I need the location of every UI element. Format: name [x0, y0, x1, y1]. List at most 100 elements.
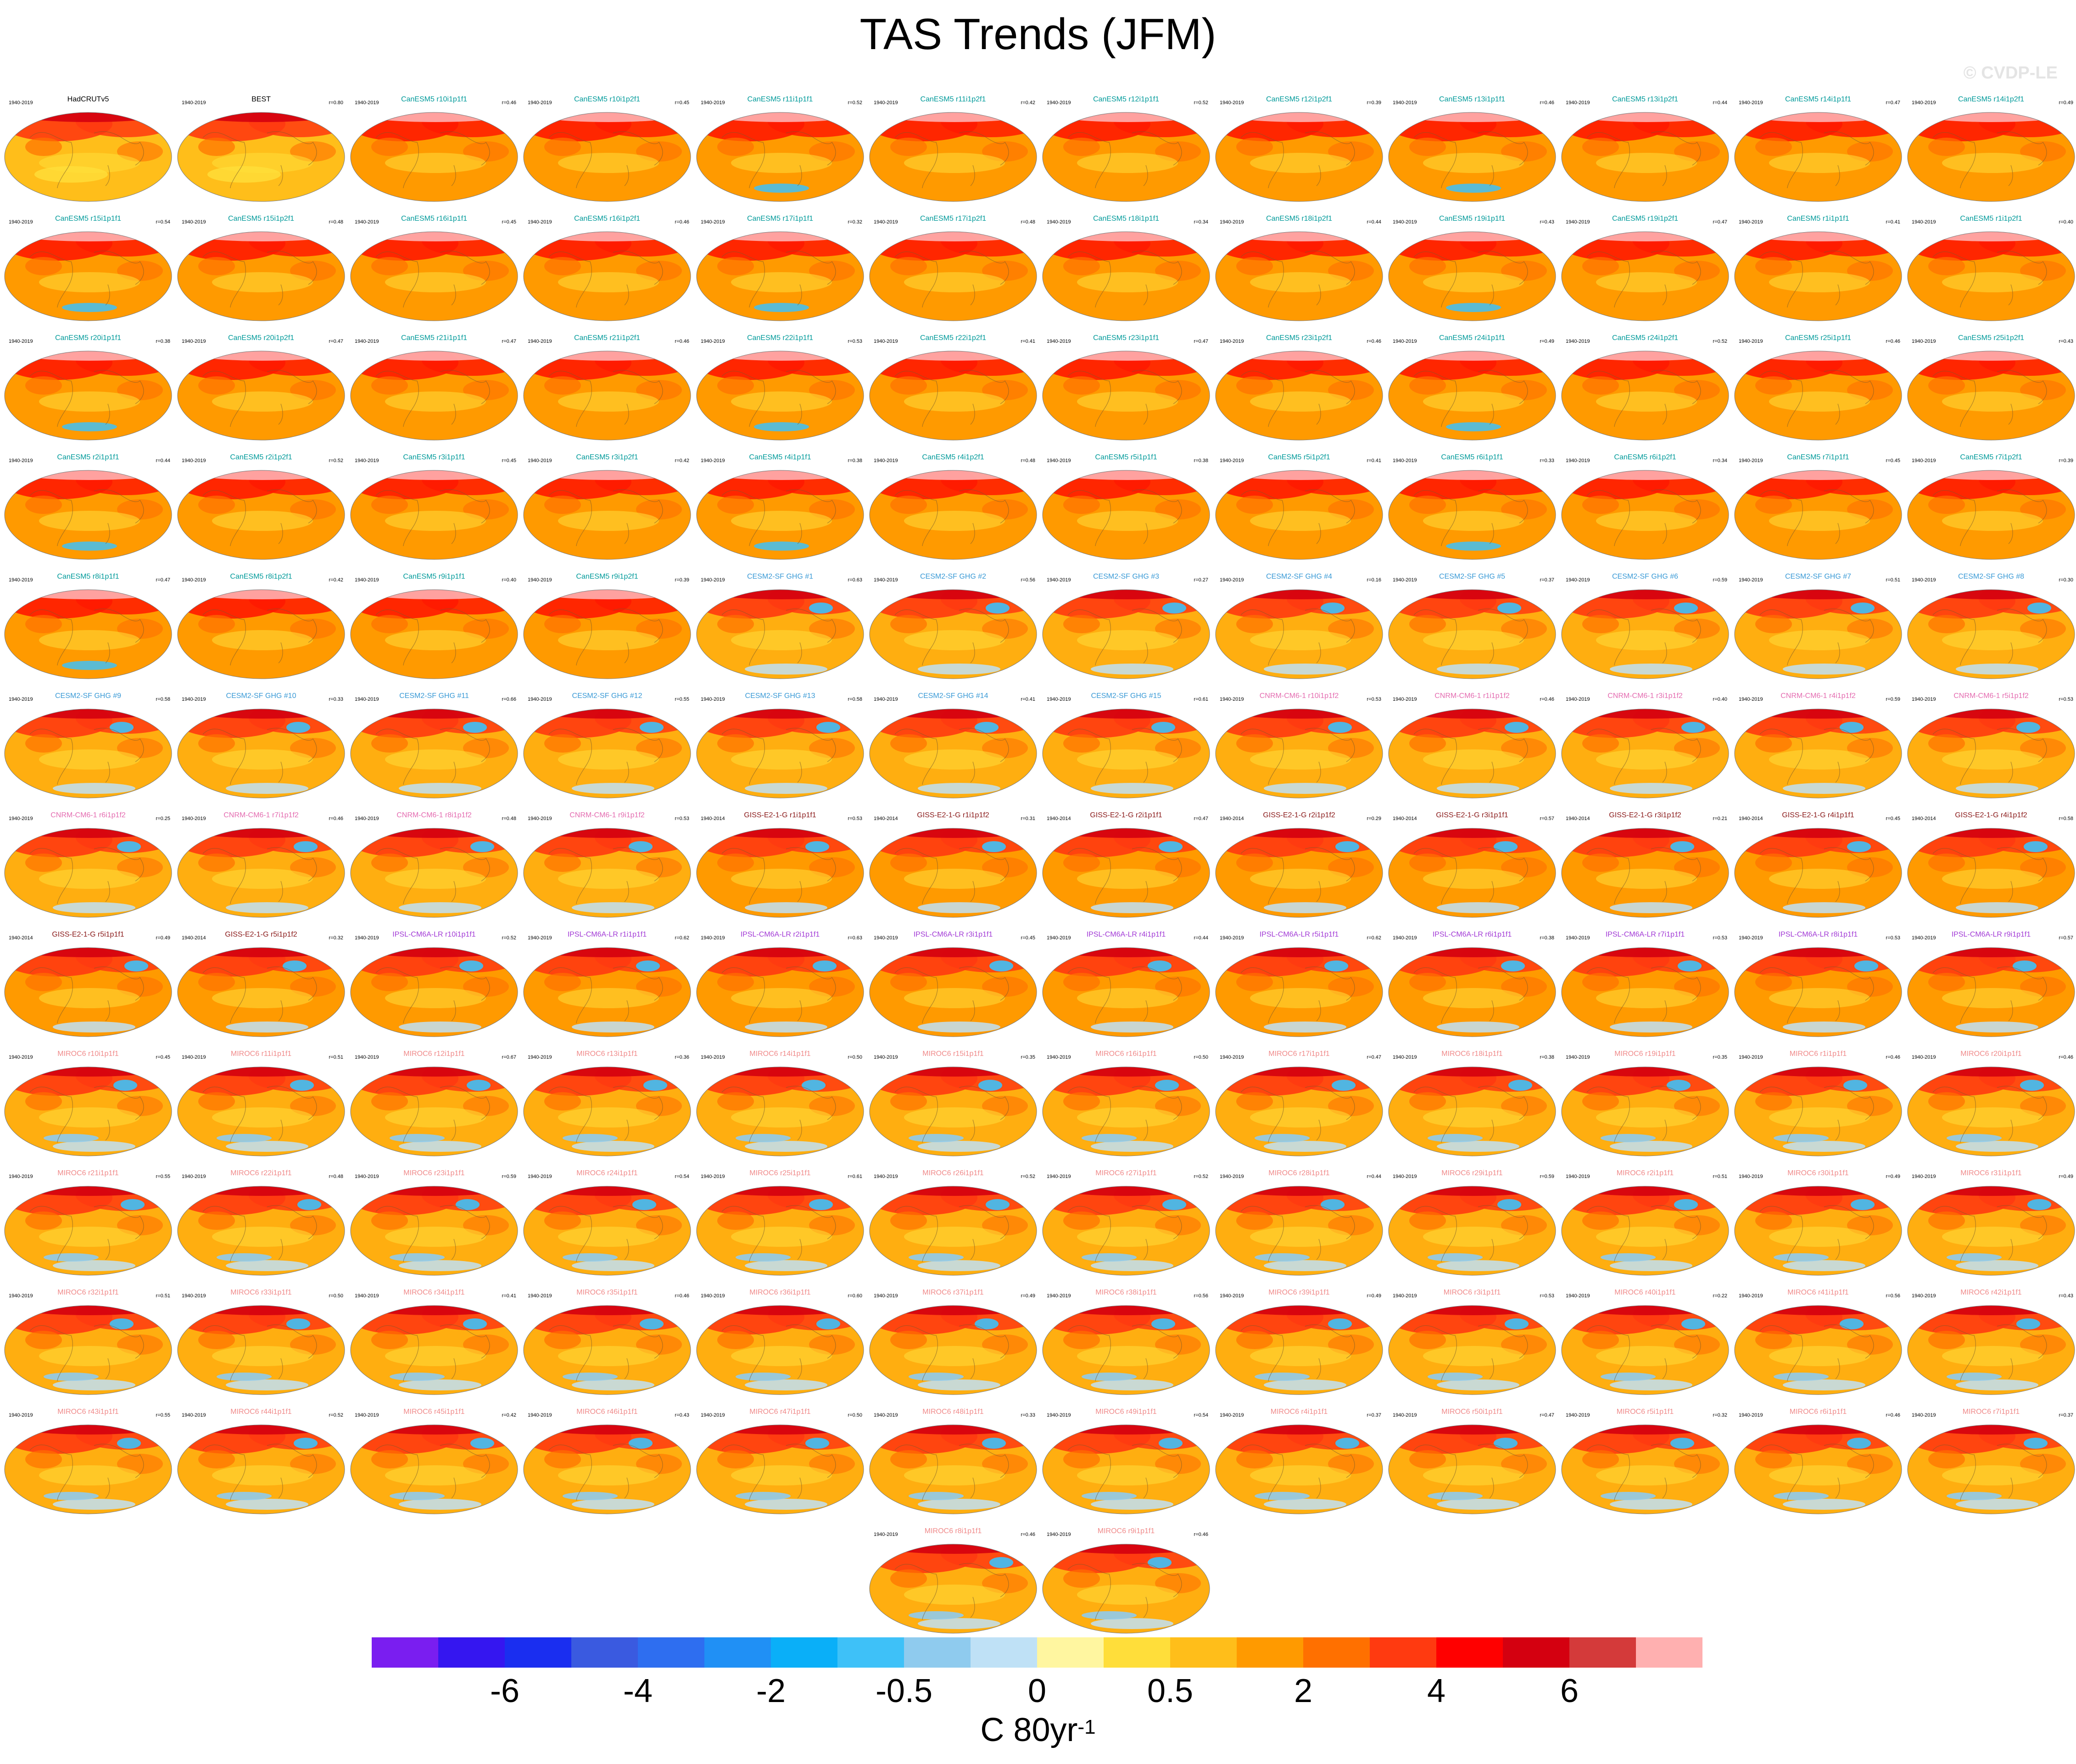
map-image [1561, 947, 1729, 1037]
panel-period: 1940-2019 [9, 1174, 33, 1179]
panel-period: 1940-2019 [182, 458, 206, 463]
panel-period: 1940-2019 [1220, 1293, 1244, 1299]
panel-title: CanESM5 r1i1p1f1 [1787, 215, 1849, 223]
panel-correlation: r=0.52 [502, 935, 517, 941]
map-image [177, 231, 345, 321]
panel-title: MIROC6 r31i1p1f1 [1960, 1169, 2022, 1177]
map-panel: 1940-2019 CanESM5 r13i1p2f1 r=0.44 [1559, 92, 1731, 207]
map-panel: 1940-2019 MIROC6 r34i1p1f1 r=0.41 [348, 1285, 520, 1400]
panel-period: 1940-2019 [701, 1174, 725, 1179]
panel-correlation: r=0.62 [675, 935, 690, 941]
panel-correlation: r=0.47 [156, 577, 171, 583]
map-image [350, 351, 518, 441]
panel-period: 1940-2019 [1047, 1412, 1071, 1418]
panel-title: CanESM5 r15i1p1f1 [55, 215, 122, 223]
colorbar-swatch [372, 1637, 438, 1668]
panel-correlation: r=0.43 [1540, 219, 1555, 225]
map-panel: 1940-2019 CESM2-SF GHG #3 r=0.27 [1040, 569, 1212, 684]
map-image [1388, 470, 1556, 560]
panel-title: MIROC6 r37i1p1f1 [922, 1289, 984, 1296]
map-panel: 1940-2019 CanESM5 r6i1p2f1 r=0.34 [1559, 450, 1731, 564]
panel-correlation: r=0.44 [156, 458, 171, 463]
panel-period: 1940-2019 [1047, 1293, 1071, 1299]
map-image [1561, 1305, 1729, 1395]
panel-title: CanESM5 r4i1p1f1 [749, 453, 811, 461]
map-image [696, 589, 864, 679]
map-panel: 1940-2019 MIROC6 r33i1p1f1 r=0.50 [175, 1285, 347, 1400]
panel-title: MIROC6 r23i1p1f1 [403, 1169, 465, 1177]
panel-period: 1940-2019 [1912, 577, 1936, 583]
map-panel: 1940-2019 CESM2-SF GHG #7 r=0.51 [1732, 569, 1904, 684]
map-panel: 1940-2019 CanESM5 r18i1p1f1 r=0.34 [1040, 211, 1212, 326]
panel-correlation: r=0.55 [675, 697, 690, 702]
panel-title: CanESM5 r3i1p2f1 [576, 453, 638, 461]
panel-title: CanESM5 r6i1p1f1 [1441, 453, 1503, 461]
map-image [869, 589, 1037, 679]
panel-title: CanESM5 r21i1p1f1 [401, 334, 468, 342]
map-panel: 1940-2019 CESM2-SF GHG #15 r=0.61 [1040, 688, 1212, 803]
colorbar-swatch [1303, 1637, 1370, 1668]
panel-title: CESM2-SF GHG #12 [572, 692, 642, 700]
panel-correlation: r=0.47 [502, 339, 517, 344]
panel-period: 1940-2019 [9, 339, 33, 344]
map-image [869, 1424, 1037, 1514]
panel-period: 1940-2014 [1739, 816, 1763, 821]
panel-period: 1940-2019 [874, 577, 898, 583]
map-panel: 1940-2019 CanESM5 r17i1p2f1 r=0.48 [867, 211, 1039, 326]
map-panel: 1940-2019 CanESM5 r21i1p1f1 r=0.47 [348, 330, 520, 445]
panel-correlation: r=0.59 [1540, 1174, 1555, 1179]
panel-period: 1940-2019 [528, 219, 552, 225]
panel-period: 1940-2019 [355, 1293, 379, 1299]
map-panel: 1940-2019 MIROC6 r5i1p1f1 r=0.32 [1559, 1404, 1731, 1519]
panel-title: CESM2-SF GHG #14 [918, 692, 988, 700]
panel-correlation: r=0.47 [1540, 1412, 1555, 1418]
map-image [1388, 947, 1556, 1037]
map-panel: 1940-2019 CNRM-CM6-1 r6i1p1f2 r=0.25 [2, 808, 174, 922]
panel-period: 1940-2019 [1739, 219, 1763, 225]
map-panel: 1940-2019 MIROC6 r25i1p1f1 r=0.61 [694, 1166, 866, 1280]
panel-title: MIROC6 r26i1p1f1 [922, 1169, 984, 1177]
map-panel: 1940-2014 GISS-E2-1-G r3i1p1f2 r=0.21 [1559, 808, 1731, 922]
panel-title: CanESM5 r7i1p1f1 [1787, 453, 1849, 461]
panel-correlation: r=0.56 [1021, 577, 1036, 583]
panel-period: 1940-2019 [182, 1055, 206, 1060]
colorbar-swatch [505, 1637, 571, 1668]
map-panel: 1940-2019 MIROC6 r11i1p1f1 r=0.51 [175, 1046, 347, 1161]
panel-title: CanESM5 r1i1p2f1 [1960, 215, 2022, 223]
panel-period: 1940-2014 [9, 935, 33, 941]
panel-title: CanESM5 r18i1p2f1 [1266, 215, 1333, 223]
colorbar-swatch [1569, 1637, 1636, 1668]
map-panel: 1940-2014 GISS-E2-1-G r5i1p1f2 r=0.32 [175, 927, 347, 1042]
map-panel: 1940-2019 MIROC6 r48i1p1f1 r=0.33 [867, 1404, 1039, 1519]
map-panel: 1940-2019 CanESM5 r1i1p1f1 r=0.41 [1732, 211, 1904, 326]
map-image [523, 1305, 691, 1395]
map-panel: 1940-2014 GISS-E2-1-G r4i1p1f2 r=0.58 [1905, 808, 2076, 922]
panel-title: MIROC6 r36i1p1f1 [749, 1289, 811, 1296]
panel-correlation: r=0.47 [329, 339, 344, 344]
map-panel: 1940-2019 MIROC6 r17i1p1f1 r=0.47 [1213, 1046, 1385, 1161]
map-panel: 1940-2019 CanESM5 r14i1p2f1 r=0.49 [1905, 92, 2076, 207]
panel-correlation: r=0.49 [2059, 100, 2074, 106]
map-image [1907, 589, 2075, 679]
colorbar-tick-label: 6 [1560, 1673, 1579, 1709]
panel-period: 1940-2019 [874, 100, 898, 106]
panel-correlation: r=0.38 [1540, 1055, 1555, 1060]
map-panel: 1940-2019 CanESM5 r12i1p2f1 r=0.39 [1213, 92, 1385, 207]
map-image [869, 470, 1037, 560]
map-panel: 1940-2019 MIROC6 r37i1p1f1 r=0.49 [867, 1285, 1039, 1400]
panel-period: 1940-2019 [1739, 458, 1763, 463]
map-panel: 1940-2014 GISS-E2-1-G r3i1p1f1 r=0.57 [1386, 808, 1558, 922]
map-panel: 1940-2019 CESM2-SF GHG #6 r=0.59 [1559, 569, 1731, 684]
panel-title: CanESM5 r5i1p1f1 [1095, 453, 1157, 461]
panel-title: CNRM-CM6-1 r8i1p1f2 [396, 811, 472, 819]
panel-period: 1940-2019 [1566, 935, 1590, 941]
panel-title: IPSL-CM6A-LR r6i1p1f1 [1432, 931, 1512, 938]
map-panel: 1940-2019 CESM2-SF GHG #4 r=0.16 [1213, 569, 1385, 684]
panel-title: CanESM5 r8i1p2f1 [230, 573, 292, 581]
map-panel: 1940-2019 MIROC6 r19i1p1f1 r=0.35 [1559, 1046, 1731, 1161]
panel-title: CanESM5 r5i1p2f1 [1268, 453, 1330, 461]
panel-correlation: r=0.27 [1194, 577, 1209, 583]
map-image [1042, 1186, 1210, 1276]
map-panel: 1940-2019 CanESM5 r11i1p2f1 r=0.42 [867, 92, 1039, 207]
map-image [1734, 112, 1902, 202]
